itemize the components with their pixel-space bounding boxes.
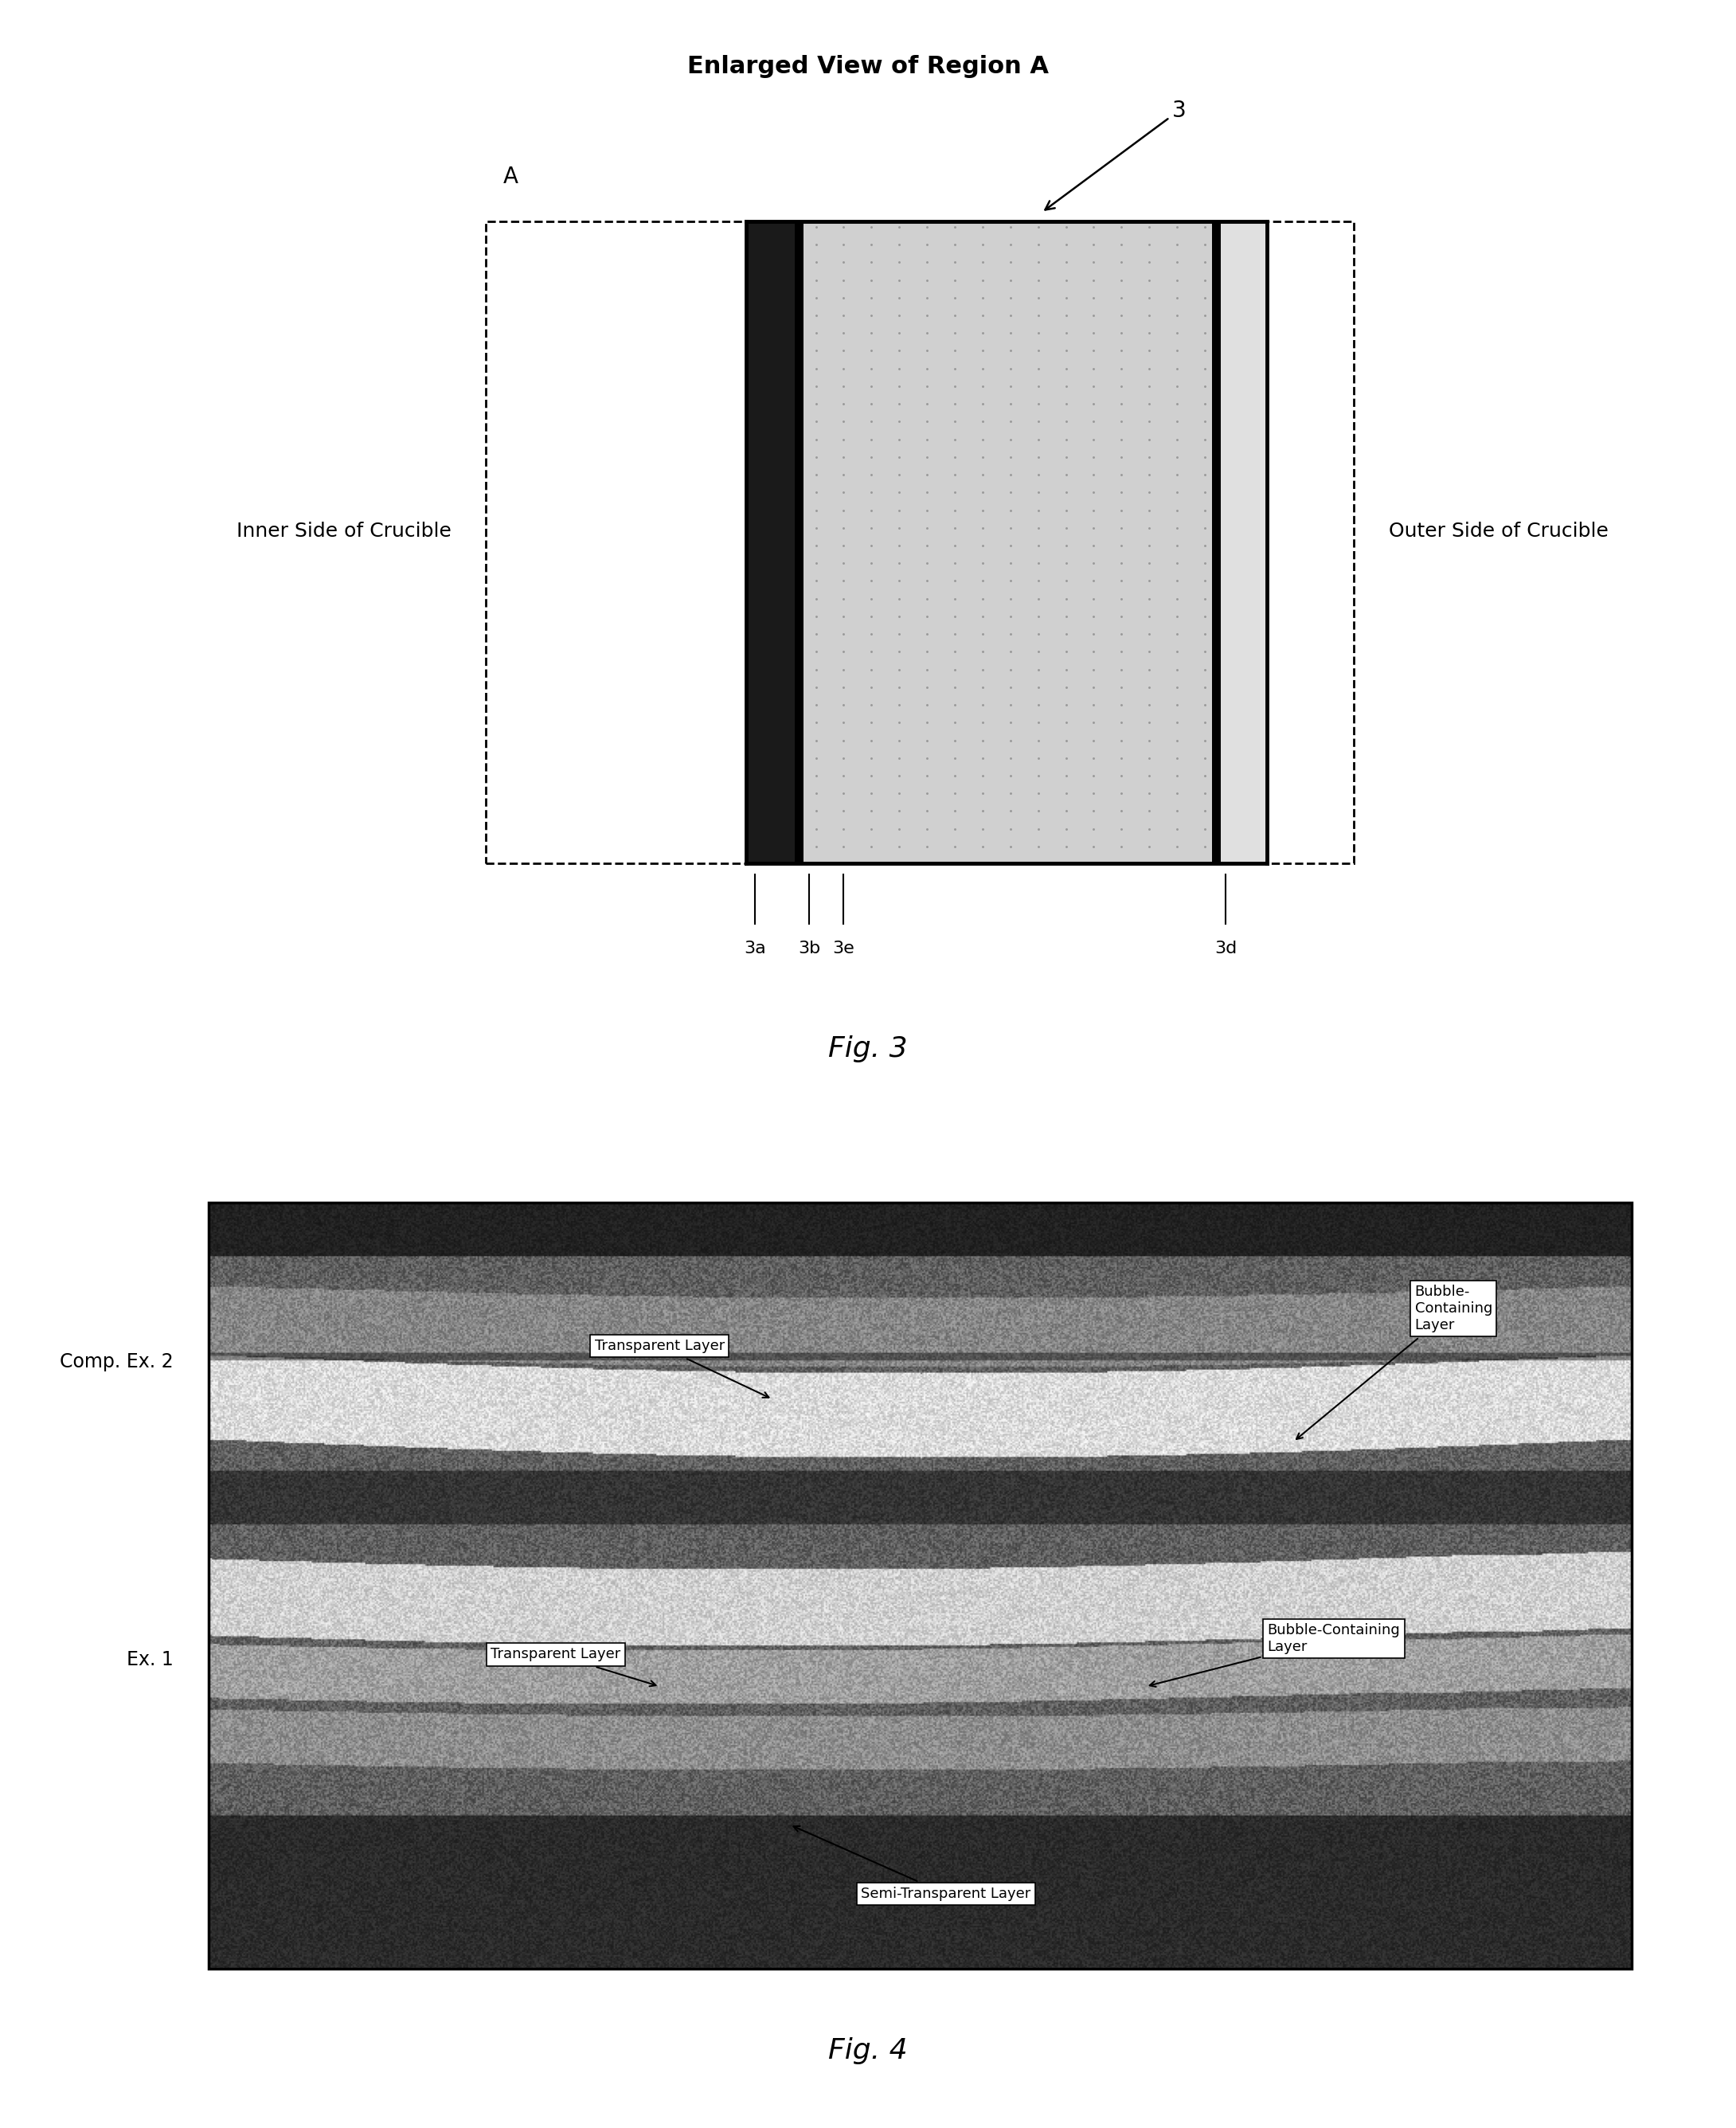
Text: Inner Side of Crucible: Inner Side of Crucible — [236, 521, 451, 541]
Text: 3b: 3b — [799, 941, 819, 955]
Text: Enlarged View of Region A: Enlarged View of Region A — [687, 55, 1049, 79]
Text: 3d: 3d — [1215, 941, 1236, 955]
Text: Transparent Layer: Transparent Layer — [595, 1339, 769, 1398]
Text: Fig. 3: Fig. 3 — [828, 1034, 908, 1062]
Text: Bubble-Containing
Layer: Bubble-Containing Layer — [1149, 1624, 1399, 1688]
Text: Fig. 4: Fig. 4 — [828, 2036, 908, 2064]
Bar — [746, 221, 795, 864]
Bar — [1220, 221, 1267, 864]
Text: Transparent Layer: Transparent Layer — [491, 1647, 656, 1685]
Bar — [486, 221, 1354, 864]
Text: Semi-Transparent Layer: Semi-Transparent Layer — [793, 1826, 1031, 1900]
Bar — [795, 221, 804, 864]
Bar — [208, 1202, 1632, 1968]
Text: 3: 3 — [1045, 100, 1186, 211]
Bar — [1212, 221, 1220, 864]
Text: 3a: 3a — [745, 941, 766, 955]
Text: 3e: 3e — [833, 941, 854, 955]
Bar — [795, 221, 1212, 864]
Text: Bubble-
Containing
Layer: Bubble- Containing Layer — [1297, 1285, 1493, 1439]
Text: Ex. 1: Ex. 1 — [127, 1651, 174, 1668]
Text: Comp. Ex. 2: Comp. Ex. 2 — [61, 1353, 174, 1370]
Text: A: A — [503, 166, 519, 187]
Text: Outer Side of Crucible: Outer Side of Crucible — [1389, 521, 1609, 541]
